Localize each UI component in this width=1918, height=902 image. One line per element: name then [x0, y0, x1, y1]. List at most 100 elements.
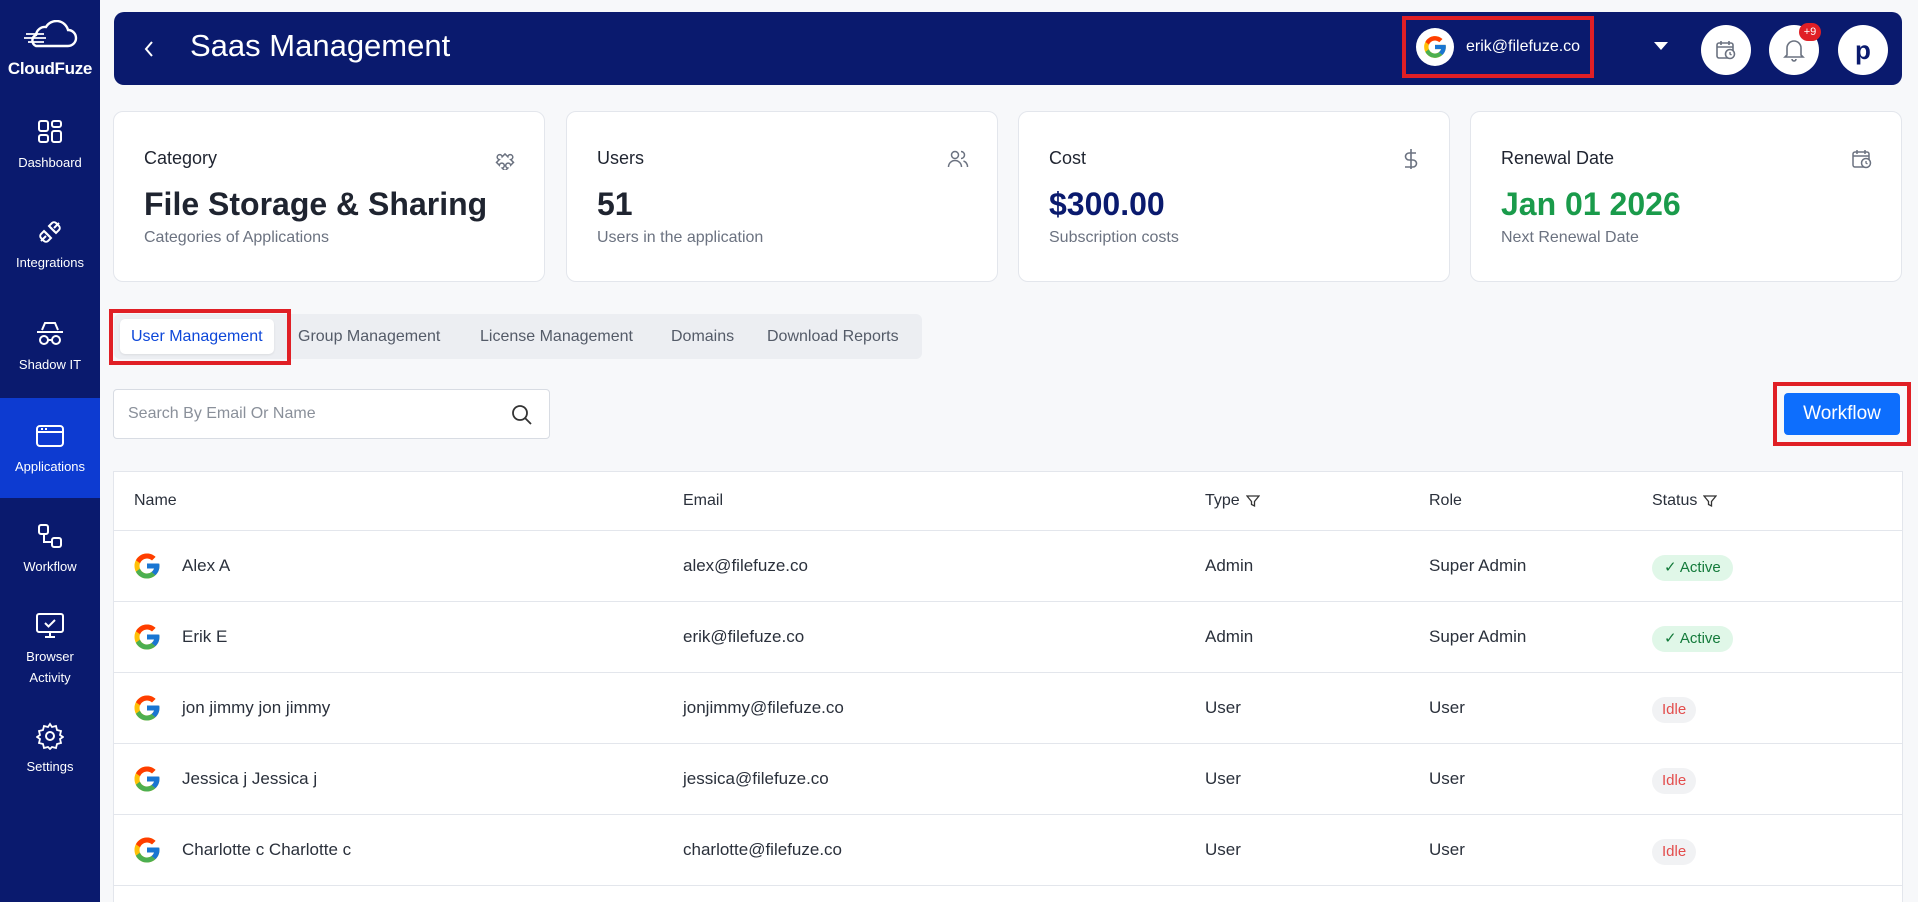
google-logo-icon [132, 622, 162, 657]
table-row[interactable]: Alex A alex@filefuze.co Admin Super Admin ✓ … [114, 531, 1902, 602]
user-role: User [1429, 698, 1465, 717]
status-label: Idle [1662, 701, 1687, 718]
page-title: Saas Management [190, 28, 451, 63]
card-title: Users [597, 148, 645, 168]
chevron-left-icon [144, 41, 153, 57]
sidebar: CloudFuze Dashboard Integrations Shadow … [0, 0, 100, 902]
table-row[interactable]: jon jimmy jon jimmy jonjimmy@filefuze.co U… [114, 673, 1902, 744]
card-value: $300.00 [1049, 186, 1165, 222]
tab-download-reports[interactable]: Download Reports [767, 328, 899, 345]
status-label: Active [1679, 559, 1721, 576]
column-header-status[interactable]: Status [1652, 492, 1718, 510]
sidebar-item-label: Dashboard [18, 155, 82, 170]
user-role: Super Admin [1429, 627, 1527, 646]
table-row[interactable]: Charlotte c Charlotte c charlotte@filefuz… [114, 815, 1902, 886]
card-value: 51 [597, 186, 633, 222]
sidebar-item-label: Browser Activity [0, 646, 100, 688]
sidebar-item-label: Integrations [16, 255, 84, 270]
category-card: Category File Storage & Sharing Categori… [113, 111, 545, 282]
column-label: Name [134, 492, 177, 509]
workflow-button[interactable]: Workflow [1784, 393, 1900, 435]
cloud-logo-icon [24, 19, 78, 48]
card-title: Category [144, 148, 218, 168]
user-avatar[interactable]: p [1838, 25, 1888, 75]
tab-user-management[interactable]: User Management [120, 319, 274, 354]
column-header-name[interactable]: Name [134, 492, 177, 510]
google-logo-icon [132, 693, 162, 728]
brand-name: CloudFuze [7, 59, 93, 78]
check-icon: ✓ [1664, 559, 1680, 576]
sidebar-item-settings[interactable]: Settings [0, 722, 100, 782]
table-row[interactable]: Erik E erik@filefuze.co Admin Super Admin ✓ … [114, 602, 1902, 673]
cloudfuze-logo[interactable]: CloudFuze [0, 19, 100, 79]
sidebar-item-label: Applications [14, 459, 86, 474]
table-header: Name Email Type Role Status [114, 472, 1902, 531]
status-badge: ✓ Active [1652, 555, 1733, 581]
google-logo-icon [132, 551, 162, 586]
plug-icon [39, 221, 61, 243]
status-label: Idle [1662, 772, 1687, 789]
user-role: User [1429, 769, 1465, 788]
status-label: Active [1679, 630, 1721, 647]
user-email: jonjimmy@filefuze.co [683, 698, 844, 717]
chevron-down-icon[interactable] [1654, 42, 1668, 50]
card-subtitle: Categories of Applications [144, 229, 329, 246]
google-logo-icon [132, 835, 162, 870]
filter-icon[interactable] [1245, 494, 1260, 508]
users-icon [947, 150, 969, 168]
google-logo-icon [1416, 28, 1454, 66]
status-label: Idle [1662, 843, 1687, 860]
back-button[interactable] [134, 34, 164, 64]
sidebar-item-shadow-it[interactable]: Shadow IT [0, 320, 100, 380]
search-icon[interactable] [511, 404, 533, 426]
column-header-role[interactable]: Role [1429, 492, 1462, 510]
card-value: File Storage & Sharing [144, 186, 488, 222]
user-name: Charlotte c Charlotte c [182, 840, 352, 859]
top-header: Saas Management erik@filefuze.co +9 p [114, 12, 1902, 85]
sidebar-item-label: Workflow [23, 559, 77, 574]
user-email: jessica@filefuze.co [683, 769, 829, 788]
search-box [113, 389, 550, 439]
user-role: User [1429, 840, 1465, 859]
sidebar-item-browser-activity[interactable]: Browser Activity [0, 612, 100, 685]
puzzle-icon [495, 152, 515, 170]
highlight-box [1773, 382, 1911, 446]
dashboard-icon [38, 120, 62, 143]
card-subtitle: Next Renewal Date [1501, 229, 1639, 246]
sidebar-item-label-line1: Browser [26, 649, 74, 664]
column-header-email[interactable]: Email [683, 492, 723, 510]
tab-group-management[interactable]: Group Management [298, 328, 441, 345]
sidebar-item-workflow[interactable]: Workflow [0, 522, 100, 582]
table-row[interactable]: Jessica j Jessica j jessica@filefuze.co Us… [114, 744, 1902, 815]
dollar-icon [1404, 149, 1418, 169]
monitor-check-icon [36, 613, 64, 638]
user-role: Super Admin [1429, 556, 1527, 575]
avatar-letter: p [1855, 34, 1871, 65]
gear-icon [36, 722, 64, 750]
sidebar-item-integrations[interactable]: Integrations [0, 218, 100, 278]
sidebar-item-label: Shadow IT [18, 357, 82, 372]
account-selector[interactable]: erik@filefuze.co [1402, 16, 1594, 78]
notifications-button[interactable]: +9 [1769, 23, 1821, 75]
column-header-type[interactable]: Type [1205, 492, 1260, 510]
card-title: Cost [1049, 148, 1087, 168]
status-badge: ✓ Active [1652, 626, 1733, 652]
user-type: User [1205, 769, 1241, 788]
highlight-box [109, 309, 291, 365]
account-email: erik@filefuze.co [1466, 38, 1581, 55]
google-logo-icon [132, 764, 162, 799]
search-input[interactable] [128, 390, 488, 438]
user-type: Admin [1205, 627, 1254, 646]
status-badge: Idle [1652, 839, 1697, 865]
spy-icon [37, 322, 63, 345]
sidebar-item-applications[interactable]: Applications [0, 398, 100, 498]
column-label: Role [1429, 492, 1462, 509]
calendar-button[interactable] [1701, 25, 1751, 75]
tab-bar: User Management Group Management License… [114, 314, 922, 359]
filter-icon[interactable] [1703, 494, 1718, 508]
column-label: Email [683, 492, 724, 509]
sidebar-item-dashboard[interactable]: Dashboard [0, 118, 100, 178]
tab-license-management[interactable]: License Management [480, 328, 633, 345]
tab-domains[interactable]: Domains [671, 328, 735, 345]
renewal-date-card: Renewal Date Jan 01 2026 Next Renewal Da… [1470, 111, 1902, 282]
